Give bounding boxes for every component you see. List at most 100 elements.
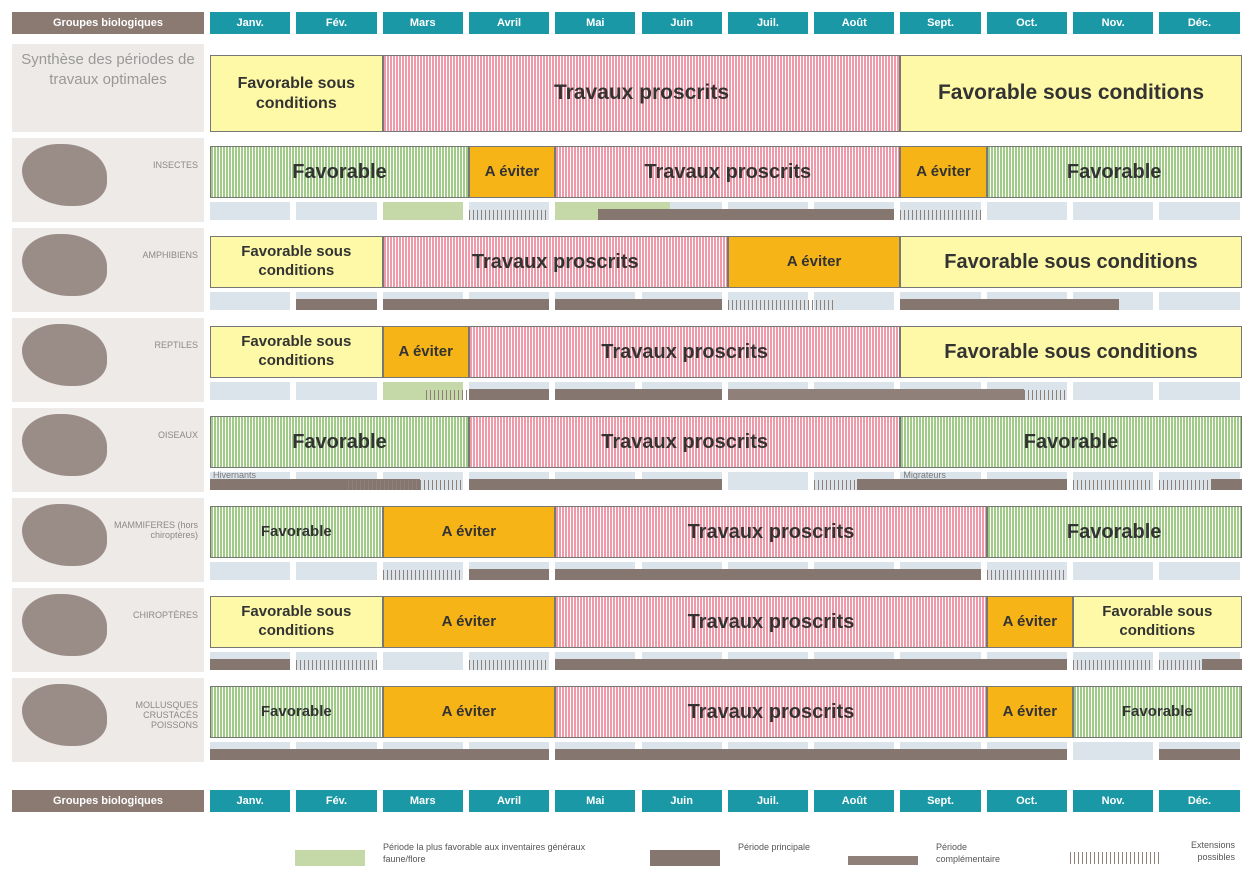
period-bar bbox=[1073, 480, 1154, 490]
period-segment: A éviter bbox=[727, 236, 901, 288]
month-header: Janv. bbox=[210, 12, 291, 34]
period-bar bbox=[210, 749, 550, 760]
header-cell: Groupes biologiques bbox=[12, 12, 204, 34]
period-bar bbox=[555, 659, 1067, 670]
period-bar bbox=[296, 660, 377, 670]
month-header: Oct. bbox=[986, 790, 1067, 812]
month-header: Mars bbox=[382, 12, 463, 34]
strip-cell bbox=[727, 472, 809, 490]
month-header: Sept. bbox=[900, 790, 981, 812]
legend-swatch bbox=[650, 850, 720, 866]
month-header: Juil. bbox=[727, 12, 809, 34]
period-segment: Travaux proscrits bbox=[468, 326, 901, 378]
month-header: Fév. bbox=[296, 790, 377, 812]
group-label: MAMMIFERES (hors chiroptères) bbox=[113, 520, 198, 540]
period-bar bbox=[1159, 480, 1242, 490]
period-segment: Favorable bbox=[900, 416, 1242, 468]
period-bar bbox=[348, 480, 463, 490]
row-bg bbox=[12, 44, 204, 132]
month-header: Juil. bbox=[727, 790, 809, 812]
strip-cell bbox=[1073, 382, 1154, 400]
period-segment: A éviter bbox=[382, 326, 469, 378]
header-cell: Groupes biologiques bbox=[12, 790, 204, 812]
period-bar bbox=[468, 660, 550, 670]
legend-text: Période principale bbox=[738, 842, 811, 852]
animal-icon bbox=[22, 684, 107, 746]
group-label: AMPHIBIENS bbox=[142, 250, 198, 260]
group-label: MOLLUSQUES CRUSTACÉS POISSONS bbox=[135, 700, 198, 730]
period-segment: Favorable bbox=[210, 506, 383, 558]
strip-cell bbox=[1159, 202, 1240, 220]
period-segment: A éviter bbox=[900, 146, 987, 198]
period-segment: Favorable bbox=[986, 146, 1242, 198]
period-segment: Travaux proscrits bbox=[468, 416, 901, 468]
month-header: Mai bbox=[555, 12, 636, 34]
legend-swatch bbox=[1070, 852, 1160, 864]
period-bar bbox=[468, 479, 722, 490]
strip-cell bbox=[1073, 562, 1154, 580]
period-segment: Favorable bbox=[1073, 686, 1242, 738]
animal-icon bbox=[22, 144, 107, 206]
period-segment: A éviter bbox=[986, 596, 1073, 648]
month-header: Déc. bbox=[1159, 12, 1240, 34]
period-bar bbox=[555, 299, 722, 310]
period-bar bbox=[382, 570, 463, 580]
period-segment: Favorable sous conditions bbox=[210, 55, 383, 132]
legend-swatch bbox=[295, 850, 365, 866]
month-header: Déc. bbox=[1159, 790, 1240, 812]
period-bar bbox=[210, 659, 291, 670]
period-bar bbox=[382, 299, 550, 310]
period-segment: A éviter bbox=[986, 686, 1073, 738]
period-segment: A éviter bbox=[382, 596, 556, 648]
period-note: Hivernants bbox=[213, 470, 257, 480]
period-segment: Favorable sous conditions bbox=[210, 596, 383, 648]
period-bar bbox=[468, 389, 550, 400]
strip-cell bbox=[210, 292, 291, 310]
strip-cell bbox=[210, 382, 291, 400]
period-segment: A éviter bbox=[468, 146, 556, 198]
month-header: Juin bbox=[641, 12, 722, 34]
period-segment: Favorable sous conditions bbox=[900, 236, 1242, 288]
month-header: Nov. bbox=[1073, 12, 1154, 34]
period-segment: Favorable sous conditions bbox=[900, 55, 1242, 132]
strip-cell bbox=[986, 202, 1067, 220]
group-label: REPTILES bbox=[154, 340, 198, 350]
legend-text: Extensions possibles bbox=[1190, 840, 1235, 862]
month-header: Mai bbox=[555, 790, 636, 812]
period-segment: A éviter bbox=[382, 506, 556, 558]
period-bar bbox=[986, 570, 1067, 580]
period-bar bbox=[1211, 479, 1242, 490]
strip-cell bbox=[1159, 292, 1240, 310]
period-segment: Travaux proscrits bbox=[555, 596, 987, 648]
strip-cell bbox=[1159, 562, 1240, 580]
month-header: Août bbox=[814, 12, 895, 34]
month-header: Nov. bbox=[1073, 790, 1154, 812]
strip-cell bbox=[814, 292, 895, 310]
month-header: Sept. bbox=[900, 12, 981, 34]
month-header: Avril bbox=[468, 12, 550, 34]
period-bar bbox=[555, 389, 722, 400]
strip-cell bbox=[1159, 382, 1240, 400]
strip-cell bbox=[382, 652, 463, 670]
strip-cell bbox=[296, 202, 377, 220]
period-bar bbox=[598, 209, 895, 220]
period-bar bbox=[1159, 660, 1242, 670]
period-segment: Favorable sous conditions bbox=[900, 326, 1242, 378]
period-bar bbox=[1073, 660, 1154, 670]
period-bar bbox=[210, 479, 420, 490]
period-segment: Favorable bbox=[210, 416, 469, 468]
legend-swatch bbox=[848, 856, 918, 865]
legend-text: Période complémentaire bbox=[936, 842, 1001, 864]
strip-cell bbox=[210, 562, 291, 580]
period-bar bbox=[952, 390, 1067, 400]
period-segment: Favorable bbox=[986, 506, 1242, 558]
period-bar bbox=[900, 299, 1119, 310]
legend-text: Période la plus favorable aux inventaire… bbox=[383, 842, 586, 864]
month-header: Mars bbox=[382, 790, 463, 812]
period-note: Migrateurs bbox=[903, 470, 946, 480]
month-header: Août bbox=[814, 790, 895, 812]
month-header: Janv. bbox=[210, 790, 291, 812]
period-segment: Travaux proscrits bbox=[382, 236, 728, 288]
period-segment: Favorable bbox=[210, 686, 383, 738]
